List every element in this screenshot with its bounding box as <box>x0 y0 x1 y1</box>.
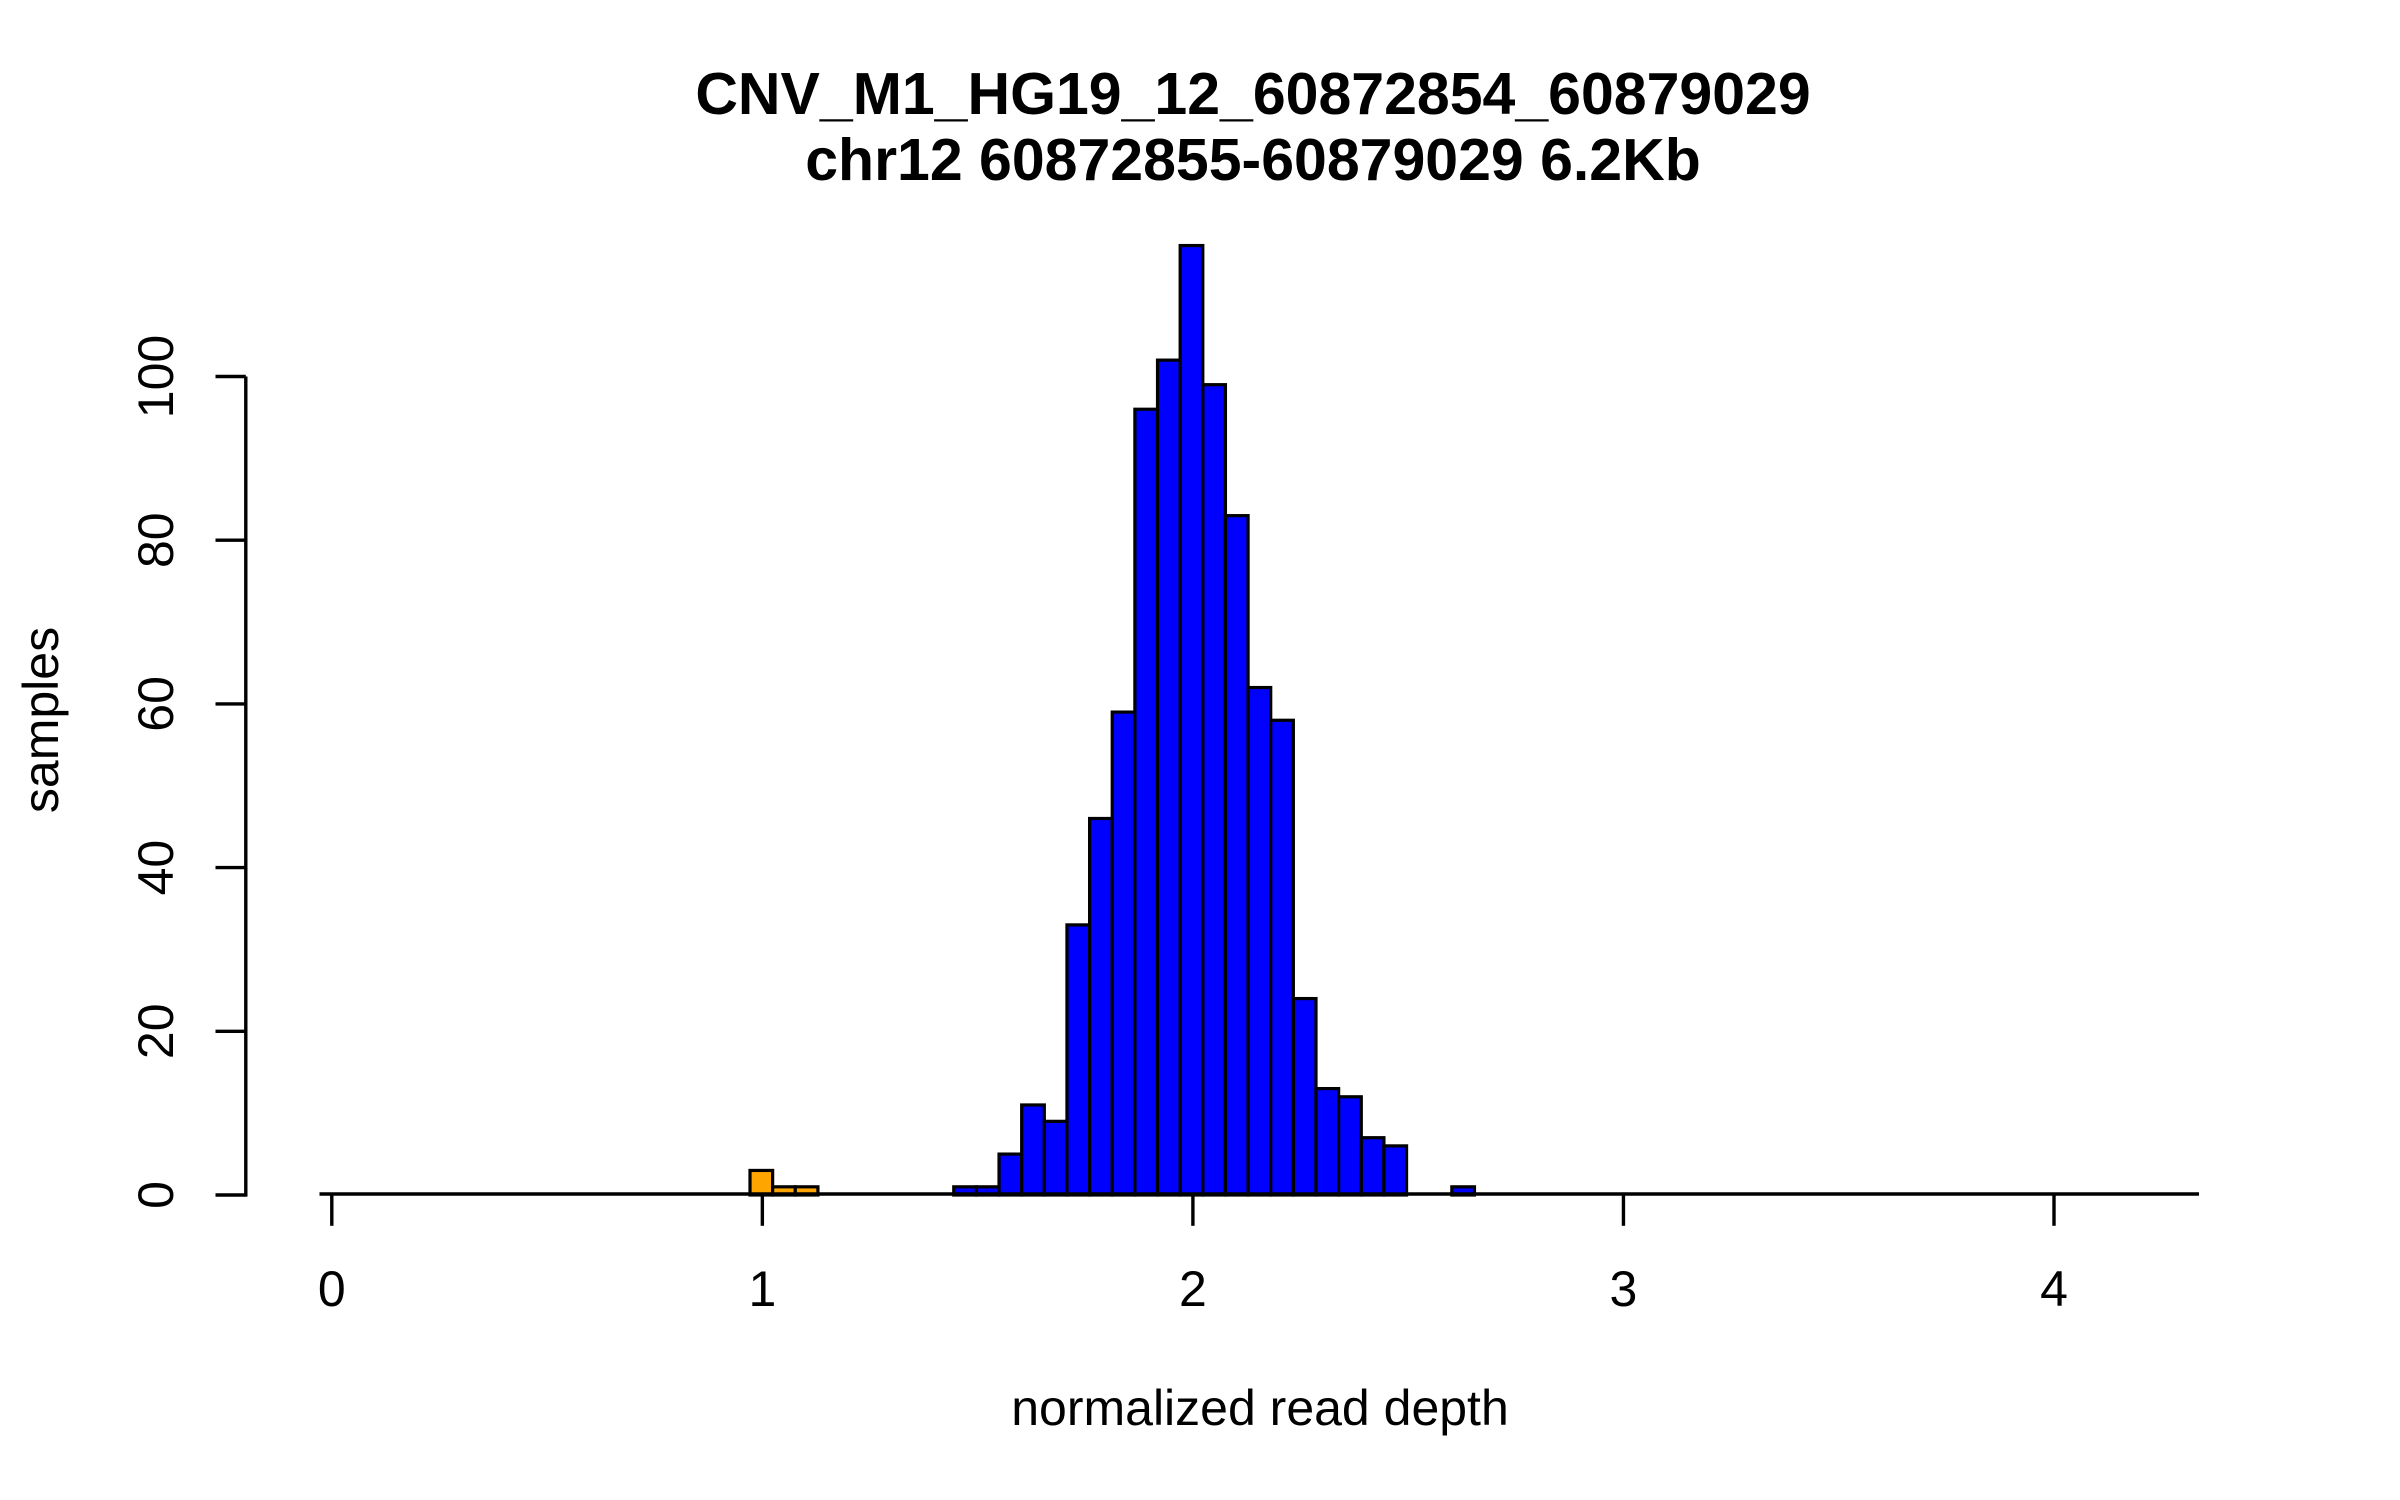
svg-text:60: 60 <box>128 676 184 732</box>
svg-text:3: 3 <box>1610 1261 1638 1317</box>
svg-text:chr12 60872855-60879029 6.2Kb: chr12 60872855-60879029 6.2Kb <box>805 127 1701 193</box>
svg-text:40: 40 <box>128 840 184 896</box>
svg-text:20: 20 <box>128 1003 184 1059</box>
svg-text:4: 4 <box>2040 1261 2068 1317</box>
svg-text:0: 0 <box>318 1261 346 1317</box>
svg-text:samples: samples <box>13 627 69 813</box>
svg-text:0: 0 <box>128 1181 184 1209</box>
svg-text:80: 80 <box>128 512 184 568</box>
svg-text:2: 2 <box>1179 1261 1207 1317</box>
svg-text:CNV_M1_HG19_12_60872854_608790: CNV_M1_HG19_12_60872854_60879029 <box>695 61 1810 127</box>
svg-text:100: 100 <box>128 335 184 418</box>
svg-text:1: 1 <box>748 1261 776 1317</box>
svg-text:normalized read depth: normalized read depth <box>1011 1380 1509 1436</box>
